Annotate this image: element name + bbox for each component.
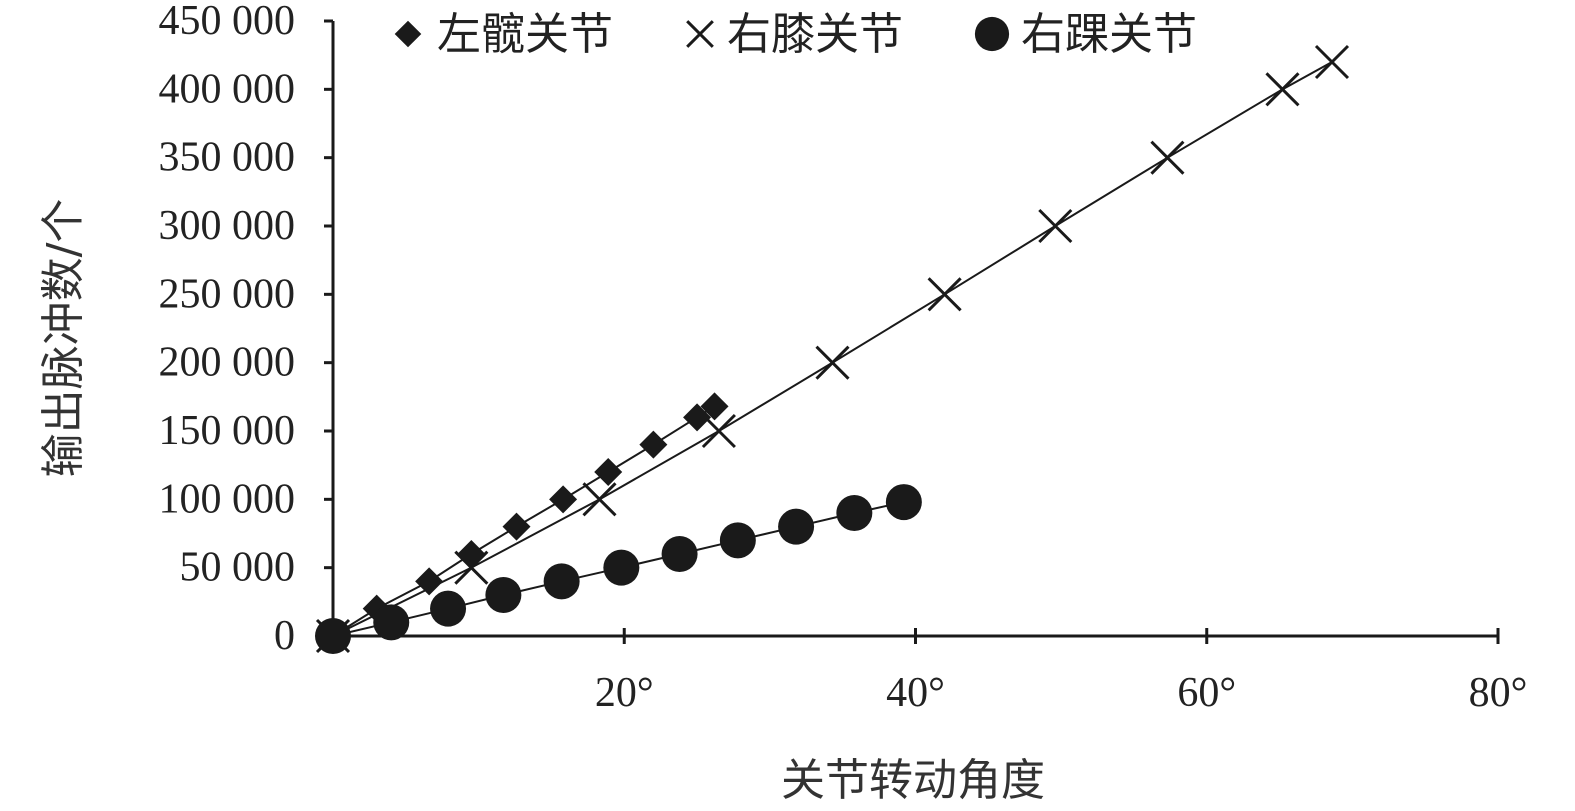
y-axis-ticks: 0 50 000 100 000 150 000 200 000 250 000 300 0… [159, 0, 333, 659]
data-point-circle [778, 508, 815, 545]
legend-label: 右膝关节 [727, 9, 903, 60]
data-point-cross [582, 482, 617, 517]
y-axis-title: 输出脉冲数/个 [38, 199, 89, 478]
x-tick-label: 60° [1177, 670, 1236, 716]
data-point-cross [815, 345, 850, 380]
data-point-circle [885, 484, 922, 521]
y-tick-label: 100 000 [159, 476, 296, 522]
data-point-circle [974, 16, 1010, 52]
data-point-circle [315, 618, 351, 654]
data-point-circle [836, 495, 873, 531]
y-tick-label: 350 000 [159, 135, 296, 181]
data-point-circle [543, 563, 580, 600]
x-axis-ticks: 20° 40° 60° 80° [595, 628, 1528, 716]
data-point-cross [1265, 72, 1300, 107]
legend-item: 右膝关节 [686, 9, 903, 60]
y-tick-label: 300 000 [159, 203, 296, 249]
x-axis-title: 关节转动角度 [781, 755, 1045, 806]
y-tick-label: 150 000 [159, 408, 296, 454]
plot-area [315, 44, 1350, 654]
data-point-cross [1314, 44, 1350, 80]
data-point-circle [719, 522, 756, 559]
legend-label: 左髋关节 [437, 9, 613, 60]
data-point-circle [430, 590, 467, 627]
data-point-diamond [700, 392, 729, 421]
data-point-diamond [594, 458, 623, 486]
series-3 [315, 484, 922, 654]
series-2 [315, 44, 1350, 654]
y-tick-label: 250 000 [159, 271, 296, 317]
data-point-diamond [394, 20, 422, 48]
legend-item: 左髋关节 [394, 9, 613, 60]
data-point-circle [485, 577, 522, 613]
y-tick-label: 0 [274, 613, 295, 659]
data-point-cross [1150, 140, 1185, 175]
y-tick-label: 400 000 [159, 66, 296, 112]
y-tick-label: 450 000 [159, 0, 296, 44]
data-point-diamond [639, 430, 668, 459]
y-tick-label: 200 000 [159, 340, 296, 386]
data-point-diamond [457, 540, 486, 568]
data-point-cross [686, 20, 714, 48]
axes [331, 21, 1498, 638]
data-point-circle [373, 604, 410, 641]
data-point-cross [454, 550, 489, 585]
legend: 左髋关节 右膝关节 右踝关节 [394, 9, 1197, 60]
legend-label: 右踝关节 [1021, 9, 1197, 60]
x-tick-label: 40° [886, 670, 945, 716]
data-point-diamond [502, 512, 531, 541]
x-tick-label: 20° [595, 670, 654, 716]
series-line [332, 405, 716, 637]
data-point-diamond [683, 403, 712, 432]
data-point-diamond [549, 485, 578, 514]
x-tick-label: 80° [1469, 670, 1528, 716]
data-point-circle [603, 549, 640, 586]
data-point-cross [927, 277, 962, 312]
data-point-diamond [415, 567, 444, 596]
data-point-cross [701, 413, 736, 449]
data-point-cross [1038, 208, 1073, 244]
series-line [332, 61, 1333, 637]
y-tick-label: 50 000 [180, 545, 296, 591]
legend-item: 右踝关节 [974, 9, 1197, 60]
data-point-circle [661, 536, 698, 572]
